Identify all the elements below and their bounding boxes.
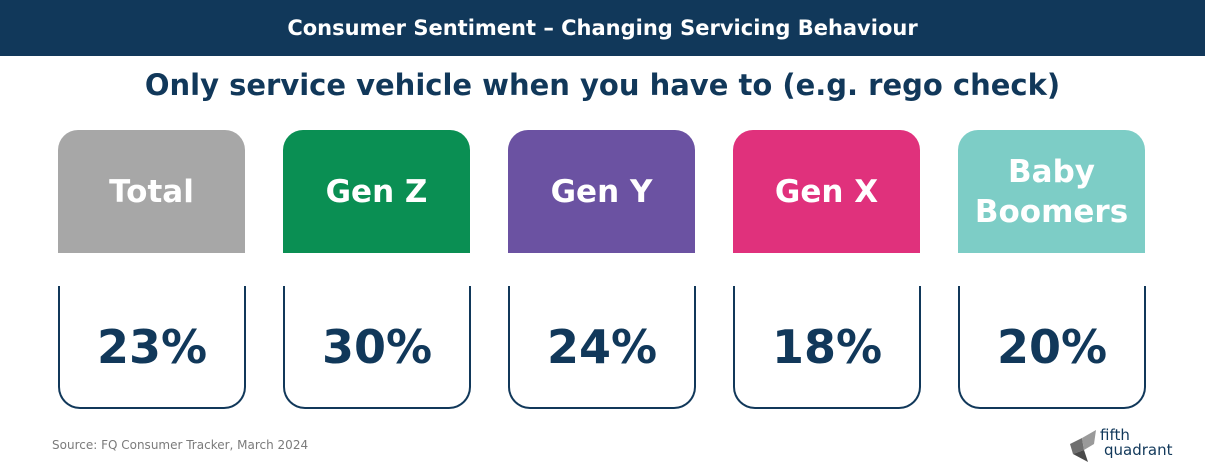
- card-label: Gen X: [733, 130, 920, 253]
- card-value: 20%: [958, 286, 1146, 409]
- card-label: Total: [58, 130, 245, 253]
- logo-line2: quadrant: [1104, 441, 1173, 459]
- card-baby-boomers: Baby Boomers 20%: [958, 130, 1146, 409]
- logo-line1: fifth: [1100, 426, 1130, 444]
- card-label: Gen Z: [283, 130, 470, 253]
- logo-mark-icon: [1070, 430, 1096, 462]
- fifth-quadrant-logo: fifth quadrant: [1070, 428, 1180, 464]
- card-total: Total 23%: [58, 130, 246, 409]
- card-gen-x: Gen X 18%: [733, 130, 921, 409]
- card-gen-y: Gen Y 24%: [508, 130, 696, 409]
- card-value: 24%: [508, 286, 696, 409]
- card-value: 30%: [283, 286, 471, 409]
- subtitle: Only service vehicle when you have to (e…: [144, 68, 1061, 102]
- page-title: Consumer Sentiment – Changing Servicing …: [287, 16, 918, 40]
- source-note: Source: FQ Consumer Tracker, March 2024: [52, 438, 309, 452]
- card-label: Gen Y: [508, 130, 695, 253]
- card-value: 18%: [733, 286, 921, 409]
- card-value: 23%: [58, 286, 246, 409]
- card-gen-z: Gen Z 30%: [283, 130, 471, 409]
- card-label: Baby Boomers: [958, 130, 1145, 253]
- header-banner: Consumer Sentiment – Changing Servicing …: [0, 0, 1205, 56]
